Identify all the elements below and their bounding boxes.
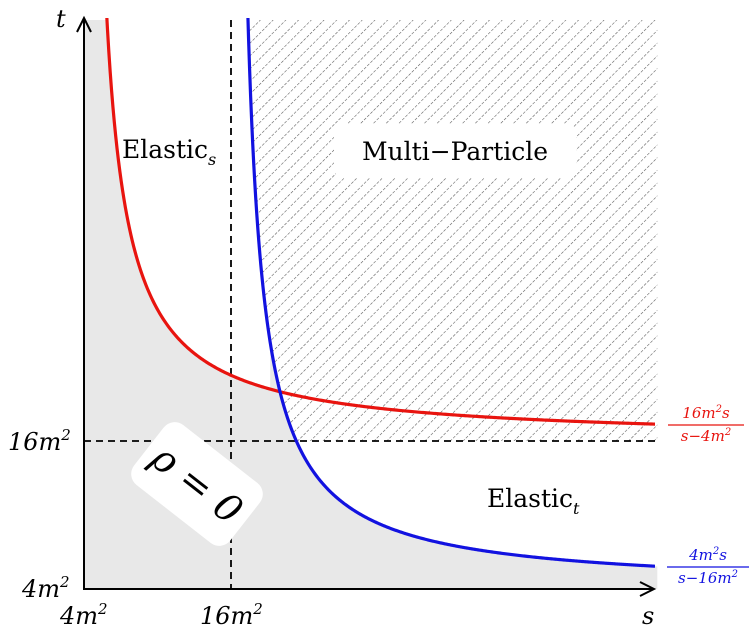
y-tick-4m2: 4m2: [21, 573, 70, 603]
svg-text:4m2s: 4m2s: [688, 546, 727, 564]
s-axis-label: s: [642, 602, 654, 628]
red-curve-formula: 16m2s s−4m2: [668, 404, 744, 445]
svg-text:s−16m2: s−16m2: [678, 569, 738, 587]
blue-curve-formula: 4m2s s−16m2: [667, 546, 749, 587]
svg-text:16m2s: 16m2s: [682, 404, 730, 422]
curve-red: [105, 18, 655, 426]
multi-particle-label: Multi−Particle: [362, 137, 548, 166]
y-tick-16m2: 16m2: [8, 426, 71, 456]
t-axis-label: t: [56, 5, 66, 33]
multi-particle-hatched-region: [231, 20, 658, 442]
x-tick-4m2: 4m2: [59, 600, 108, 628]
rho-zero-shaded-region: [84, 20, 658, 589]
curve-blue: [246, 18, 655, 568]
svg-text:s−4m2: s−4m2: [681, 427, 731, 445]
elastic-t-label: Elastict: [487, 484, 580, 518]
multi-particle-label-bg: [334, 124, 576, 178]
s-axis-arrow-icon: [639, 581, 657, 597]
rho-zero-label-bg: [131, 422, 263, 546]
elastic-s-label: Elastics: [122, 135, 216, 169]
x-tick-16m2: 16m2: [200, 600, 263, 628]
t-axis-arrow-icon: [76, 15, 92, 33]
